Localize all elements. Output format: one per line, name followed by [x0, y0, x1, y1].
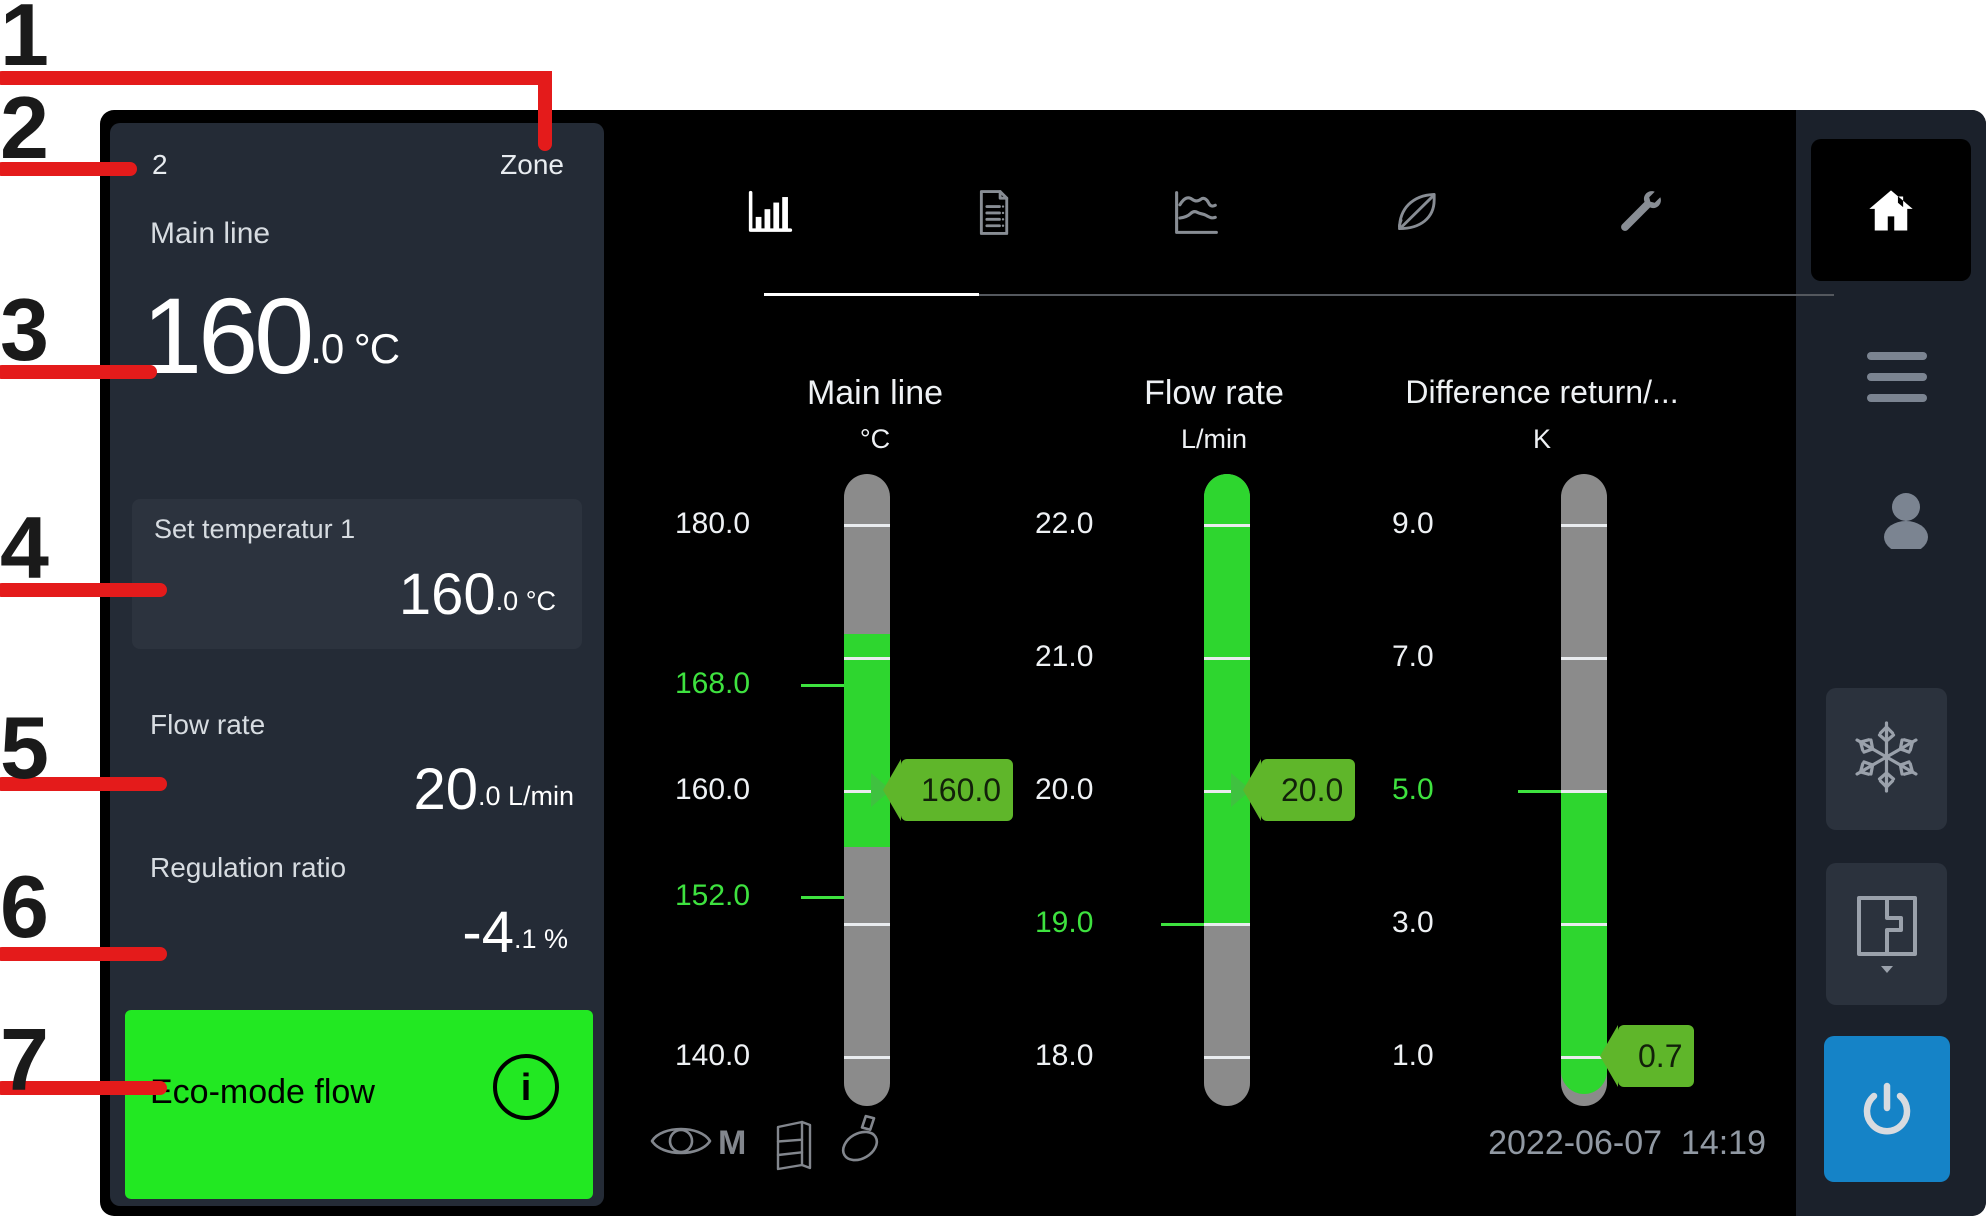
svg-text:3: 3 — [0, 280, 49, 379]
svg-text:1: 1 — [0, 0, 49, 84]
svg-text:2: 2 — [0, 78, 49, 177]
svg-text:6: 6 — [0, 857, 49, 956]
svg-text:7: 7 — [0, 1010, 49, 1109]
svg-text:5: 5 — [0, 698, 49, 797]
svg-text:4: 4 — [0, 498, 49, 597]
